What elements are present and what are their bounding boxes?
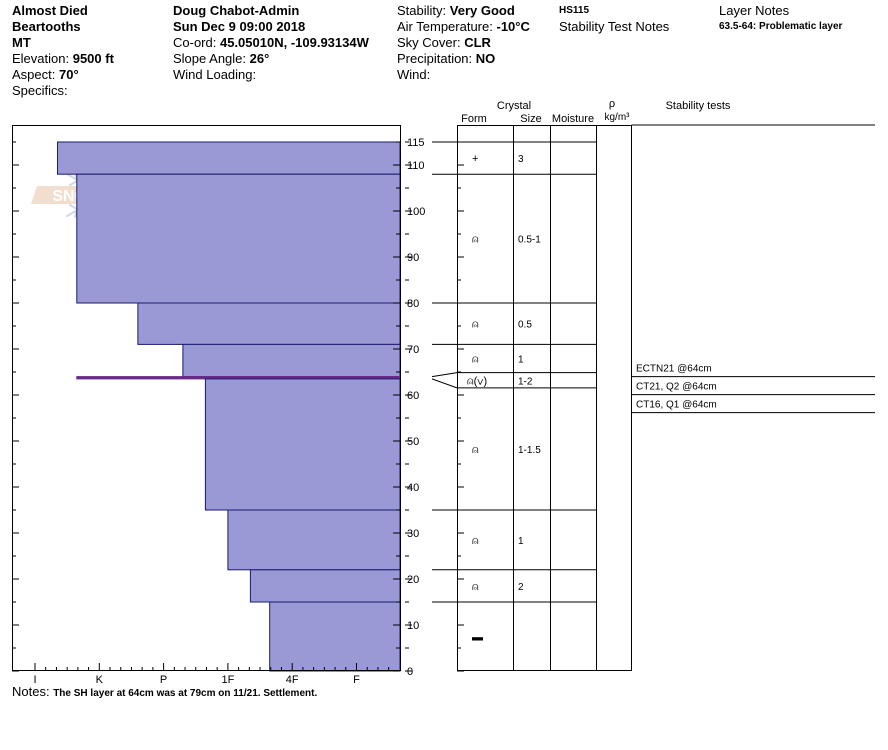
slope-value: 26°	[249, 51, 270, 66]
crystal-form-symbol: ▬	[472, 632, 483, 644]
depth-tick-label: 50	[407, 436, 419, 448]
hardness-layer-bar	[137, 302, 401, 345]
hardness-tick-label: K	[96, 674, 104, 686]
crystal-size-value: 1	[518, 355, 524, 366]
depth-tick-label: 0	[407, 666, 413, 678]
tests-block: HS115 Stability Test Notes	[559, 3, 669, 35]
precip-value: NO	[475, 51, 496, 66]
notes-text: The SH layer at 64cm was at 79cm on 11/2…	[53, 688, 318, 699]
depth-tick-label: 10	[407, 620, 419, 632]
stability-test-entry: CT16, Q1 @64cm	[636, 400, 717, 411]
crystal-form-symbol: ⍝	[472, 581, 479, 593]
depth-tick-label: 115	[407, 137, 425, 149]
hardness-layer-bar	[269, 601, 401, 672]
crystal-form-symbol: ⍝	[472, 354, 479, 366]
air-temp-row: Air Temperature: -10°C	[397, 19, 530, 34]
location-state: MT	[12, 35, 31, 50]
density-unit: kg/m³	[605, 112, 631, 123]
hardness-tick-label: 1F	[221, 674, 234, 686]
observer-name: Doug Chabot-Admin	[173, 3, 300, 18]
crystal-form-symbol: +	[472, 153, 478, 165]
layer-notes-text: 63.5-64: Problematic layer	[719, 21, 843, 32]
air-temp-value: -10°C	[496, 19, 530, 34]
crystal-form-symbol: ⍝(∨)	[467, 375, 487, 387]
crystal-form-symbol: ⍝	[472, 535, 479, 547]
hardness-layer-bar	[249, 569, 401, 603]
coord-row: Co-ord: 45.05010N, -109.93134W	[173, 35, 369, 50]
location-range: Beartooths	[12, 19, 81, 34]
precip-row: Precipitation: NO	[397, 51, 496, 66]
location-name: Almost Died	[12, 3, 88, 18]
crystal-form-symbol: ⍝	[472, 319, 479, 331]
form-header: Form	[461, 113, 487, 125]
crystal-size-value: 1-2	[518, 376, 533, 387]
wind-loading-row: Wind Loading:	[173, 67, 257, 82]
layer-connector	[431, 372, 458, 378]
depth-tick-label: 90	[407, 252, 419, 264]
elevation-value: 9500 ft	[72, 51, 114, 66]
stability-row: Stability: Very Good	[397, 3, 515, 18]
hardness-layer-bar	[227, 509, 401, 571]
slope-row: Slope Angle: 26°	[173, 51, 270, 66]
depth-tick-label: 40	[407, 482, 419, 494]
crystal-table-frame	[457, 125, 632, 671]
crystal-size-value: 0.5	[518, 320, 532, 331]
hardness-tick-label: F	[353, 674, 360, 686]
observation-datetime: Sun Dec 9 09:00 2018	[173, 19, 306, 34]
crystal-size-value: 1	[518, 536, 524, 547]
depth-tick-label: 60	[407, 390, 419, 402]
crystal-size-value: 3	[518, 154, 524, 165]
hardness-layer-bar	[57, 141, 401, 175]
crystal-header: Crystal	[497, 100, 531, 112]
elevation-row: Elevation: 9500 ft	[12, 51, 114, 66]
depth-tick-label: 20	[407, 574, 419, 586]
crystal-size-value: 2	[518, 582, 524, 593]
density-symbol: ρ	[609, 98, 615, 110]
hardness-layer-bar	[76, 173, 401, 304]
specifics-row: Specifics:	[12, 83, 68, 98]
notes-label: Notes:	[12, 684, 50, 699]
stability-value: Very Good	[449, 3, 515, 18]
notes: Notes: The SH layer at 64cm was at 79cm …	[12, 684, 317, 699]
depth-tick-label: 70	[407, 344, 419, 356]
depth-tick-label: 100	[407, 206, 425, 218]
layer-notes-label: Layer Notes	[719, 3, 790, 18]
aspect-value: 70°	[58, 67, 79, 82]
hardness-tick-label: P	[160, 674, 167, 686]
location-block: Almost Died Beartooths MT Elevation: 950…	[12, 3, 114, 99]
crystal-form-symbol: ⍝	[472, 444, 479, 456]
crystal-form-symbol: ⍝	[472, 234, 479, 246]
layer-connector	[431, 378, 458, 389]
hardness-layer-bar	[182, 343, 401, 378]
layer-notes-block: Layer Notes 63.5-64: Problematic layer	[719, 3, 842, 35]
wind-row: Wind:	[397, 67, 431, 82]
coord-value: 45.05010N, -109.93134W	[219, 35, 369, 50]
hardness-tick-label: 4F	[286, 674, 299, 686]
size-header: Size	[520, 113, 541, 125]
aspect-row: Aspect: 70°	[12, 67, 79, 82]
crystal-size-value: 0.5-1	[518, 235, 541, 246]
stability-test-notes-label: Stability Test Notes	[559, 19, 670, 34]
stability-test-entry: CT21, Q2 @64cm	[636, 382, 717, 393]
observer-block: Doug Chabot-Admin Sun Dec 9 09:00 2018 C…	[173, 3, 369, 83]
sky-row: Sky Cover: CLR	[397, 35, 491, 50]
depth-tick-label: 110	[407, 160, 425, 172]
stability-tests-header: Stability tests	[666, 100, 731, 112]
sky-value: CLR	[464, 35, 491, 50]
hardness-tick-label: I	[33, 674, 36, 686]
depth-tick-label: 80	[407, 298, 419, 310]
hs-value: HS115	[559, 5, 590, 16]
stability-test-entry: ECTN21 @64cm	[636, 364, 712, 375]
moisture-header: Moisture	[552, 113, 594, 125]
depth-tick-label: 30	[407, 528, 419, 540]
conditions-block: Stability: Very Good Air Temperature: -1…	[397, 3, 530, 83]
hardness-layer-bar	[204, 378, 401, 511]
crystal-size-value: 1-1.5	[518, 445, 541, 456]
